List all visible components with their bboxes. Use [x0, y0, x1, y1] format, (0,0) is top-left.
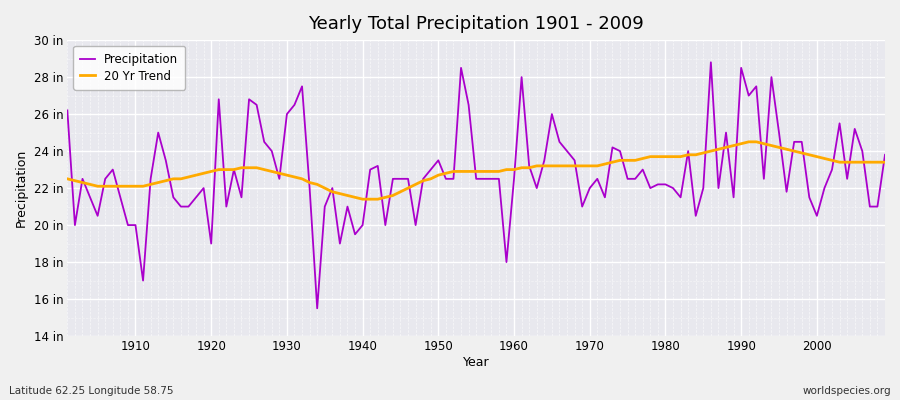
- 20 Yr Trend: [122, 184, 133, 189]
- 20 Yr Trend: [335, 191, 346, 196]
- Text: Latitude 62.25 Longitude 58.75: Latitude 62.25 Longitude 58.75: [9, 386, 174, 396]
- Title: Yearly Total Precipitation 1901 - 2009: Yearly Total Precipitation 1901 - 2009: [309, 15, 644, 33]
- Precipitation: [706, 60, 716, 65]
- Precipitation: [289, 102, 300, 107]
- Precipitation: [879, 152, 890, 157]
- Precipitation: [508, 176, 519, 181]
- Line: 20 Yr Trend: 20 Yr Trend: [68, 142, 885, 199]
- 20 Yr Trend: [62, 176, 73, 181]
- Precipitation: [62, 108, 73, 113]
- Legend: Precipitation, 20 Yr Trend: Precipitation, 20 Yr Trend: [73, 46, 185, 90]
- 20 Yr Trend: [743, 140, 754, 144]
- 20 Yr Trend: [289, 174, 300, 179]
- Precipitation: [342, 204, 353, 209]
- 20 Yr Trend: [517, 165, 527, 170]
- X-axis label: Year: Year: [463, 356, 490, 369]
- Precipitation: [607, 145, 617, 150]
- Y-axis label: Precipitation: Precipitation: [15, 149, 28, 227]
- Text: worldspecies.org: worldspecies.org: [803, 386, 891, 396]
- Line: Precipitation: Precipitation: [68, 62, 885, 308]
- 20 Yr Trend: [607, 160, 617, 164]
- 20 Yr Trend: [879, 160, 890, 164]
- 20 Yr Trend: [357, 197, 368, 202]
- Precipitation: [122, 223, 133, 228]
- Precipitation: [517, 75, 527, 80]
- 20 Yr Trend: [508, 167, 519, 172]
- Precipitation: [311, 306, 322, 311]
